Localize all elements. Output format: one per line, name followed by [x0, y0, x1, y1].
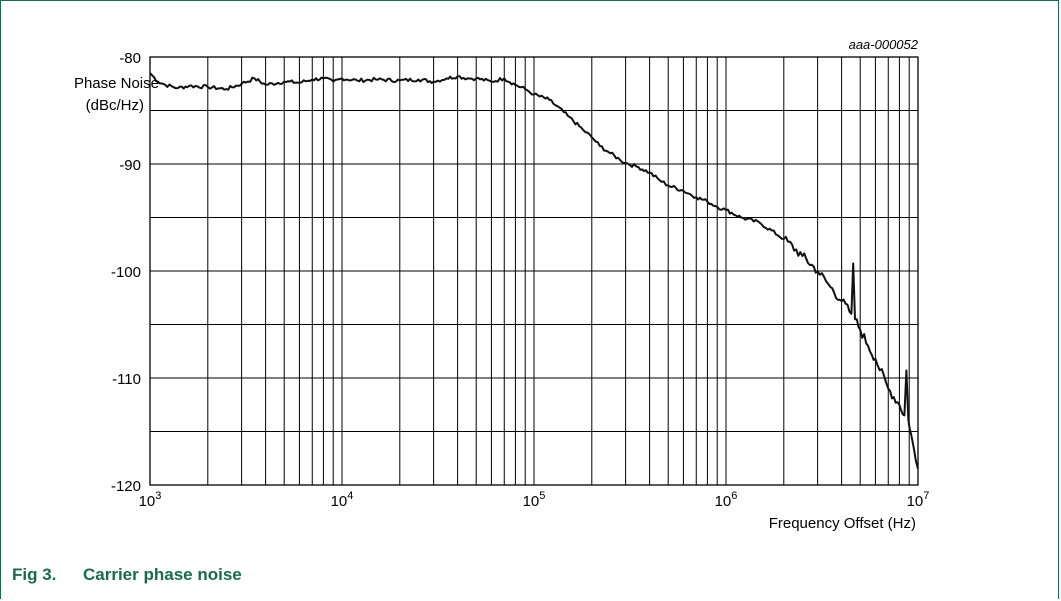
y-tick-label: -110 — [112, 371, 141, 388]
x-tick-label: 103 — [139, 490, 162, 510]
x-tick-label: 105 — [523, 490, 546, 510]
figure-number: Fig 3. — [12, 565, 57, 584]
figure-caption: Fig 3. Carrier phase noise — [12, 565, 242, 585]
y-axis-label-line2: (dBc/Hz) — [86, 97, 144, 114]
x-tick-label: 106 — [715, 490, 738, 510]
x-tick-label: 104 — [331, 490, 354, 510]
phase-noise-trace — [149, 72, 919, 470]
plot-area-border — [149, 56, 919, 486]
y-tick-label: -120 — [111, 478, 141, 495]
y-tick-label: -90 — [119, 157, 141, 174]
y-tick-label: -100 — [111, 264, 141, 281]
figure-id-label: aaa-000052 — [849, 37, 919, 52]
y-axis-label-line1: Phase Noise — [74, 75, 159, 92]
x-axis-label: Frequency Offset (Hz) — [769, 515, 916, 532]
x-tick-label: 107 — [907, 490, 930, 510]
y-tick-label: -80 — [119, 50, 141, 67]
grid-layer — [149, 56, 919, 486]
figure-caption-text: Carrier phase noise — [83, 565, 242, 584]
trace-layer — [149, 72, 919, 470]
